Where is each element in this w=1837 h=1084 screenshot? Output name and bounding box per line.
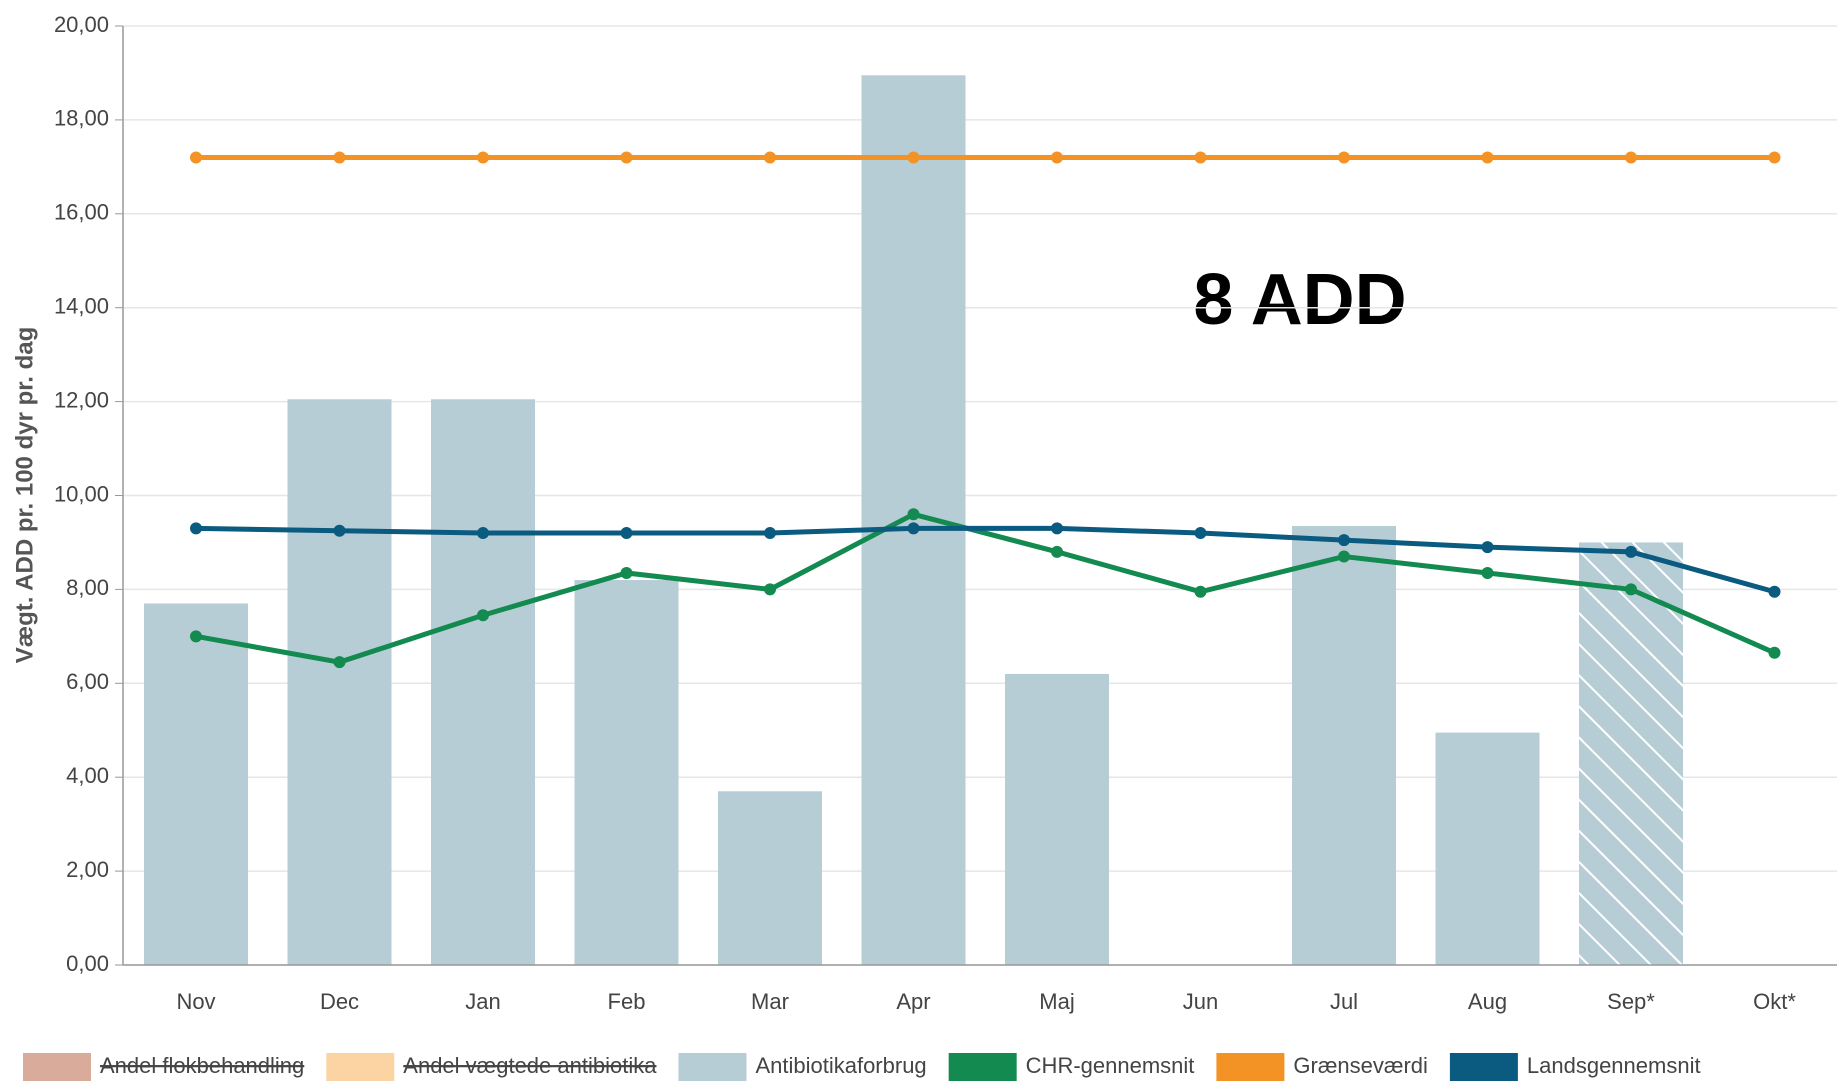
bar [1435, 732, 1540, 965]
point [1194, 151, 1207, 164]
point [190, 630, 202, 643]
legend-label[interactable]: Grænseværdi [1293, 1053, 1427, 1078]
point [1625, 545, 1637, 558]
point [620, 151, 633, 164]
point [1194, 585, 1207, 598]
legend-swatch[interactable] [948, 1053, 1017, 1081]
legend-label[interactable]: Antibiotikaforbrug [755, 1053, 926, 1078]
legend-swatch[interactable] [23, 1053, 91, 1081]
point [1051, 522, 1063, 535]
legend-label[interactable]: Andel flokbehandling [100, 1053, 304, 1078]
x-tick-label: Jun [1183, 989, 1218, 1014]
y-tick-label: 14,00 [54, 294, 109, 319]
point [764, 583, 776, 596]
point [477, 609, 489, 622]
bar [431, 399, 535, 965]
y-tick-label: 2,00 [66, 857, 109, 882]
x-tick-label: Jul [1330, 989, 1358, 1014]
y-tick-label: 6,00 [66, 669, 109, 694]
legend-swatch[interactable] [1449, 1053, 1518, 1081]
point [333, 656, 346, 669]
point [190, 522, 202, 535]
y-tick-label: 12,00 [54, 387, 109, 412]
point [477, 527, 489, 540]
bar [574, 580, 679, 965]
point [1338, 534, 1350, 547]
x-tick-label: Okt* [1753, 989, 1796, 1014]
point [1051, 151, 1063, 164]
bar [287, 399, 392, 965]
point [1768, 646, 1781, 659]
y-tick-label: 10,00 [54, 481, 109, 506]
y-tick-label: 20,00 [54, 12, 109, 37]
y-tick-label: 18,00 [54, 106, 109, 131]
bar [718, 791, 822, 965]
x-tick-label: Sep* [1607, 989, 1655, 1014]
point [477, 151, 489, 164]
bar [1005, 673, 1109, 965]
bar [1292, 526, 1396, 965]
point [907, 522, 920, 535]
point [907, 151, 920, 164]
legend-label[interactable]: CHR-gennemsnit [1026, 1053, 1195, 1078]
point [1768, 151, 1781, 164]
line [195, 511, 1776, 665]
point [1481, 151, 1494, 164]
point [333, 524, 346, 537]
grid [123, 25, 1837, 966]
legend-swatch[interactable] [678, 1053, 747, 1081]
point [190, 151, 202, 164]
annotation: 8 ADD [1193, 260, 1406, 340]
point [764, 527, 776, 540]
point [1338, 550, 1350, 563]
point [1194, 527, 1207, 540]
x-tick-label: Jan [465, 989, 500, 1014]
legend-label[interactable]: Andel vægtede antibiotika [403, 1053, 657, 1078]
y-tick-label: 16,00 [54, 200, 109, 225]
point [620, 527, 633, 540]
point [1625, 151, 1637, 164]
x-tick-label: Feb [608, 989, 646, 1014]
bar [144, 603, 248, 965]
x-tick-label: Apr [896, 989, 930, 1014]
point [333, 151, 346, 164]
point [907, 508, 920, 521]
y-tick-label: 0,00 [66, 951, 109, 976]
x-tick-label: Maj [1039, 989, 1074, 1014]
point [1051, 545, 1063, 558]
point [1481, 566, 1494, 579]
line [195, 525, 1776, 595]
legend-swatch[interactable] [1216, 1053, 1285, 1081]
x-tick-label: Mar [751, 989, 789, 1014]
legend-label[interactable]: Landsgennemsnit [1527, 1053, 1701, 1078]
point [1338, 151, 1350, 164]
bar [1579, 542, 1683, 965]
y-tick-label: 8,00 [66, 575, 109, 600]
point [1481, 541, 1494, 554]
point [1768, 585, 1781, 598]
point [620, 566, 633, 579]
x-tick-label: Dec [320, 989, 359, 1014]
y-axis-title: Vægt. ADD pr. 100 dyr pr. dag [11, 327, 38, 664]
x-tick-label: Aug [1468, 989, 1507, 1014]
point [764, 151, 776, 164]
y-tick-label: 4,00 [66, 763, 109, 788]
point [1625, 583, 1637, 596]
legend-swatch[interactable] [326, 1053, 395, 1081]
x-tick-label: Nov [176, 989, 215, 1014]
